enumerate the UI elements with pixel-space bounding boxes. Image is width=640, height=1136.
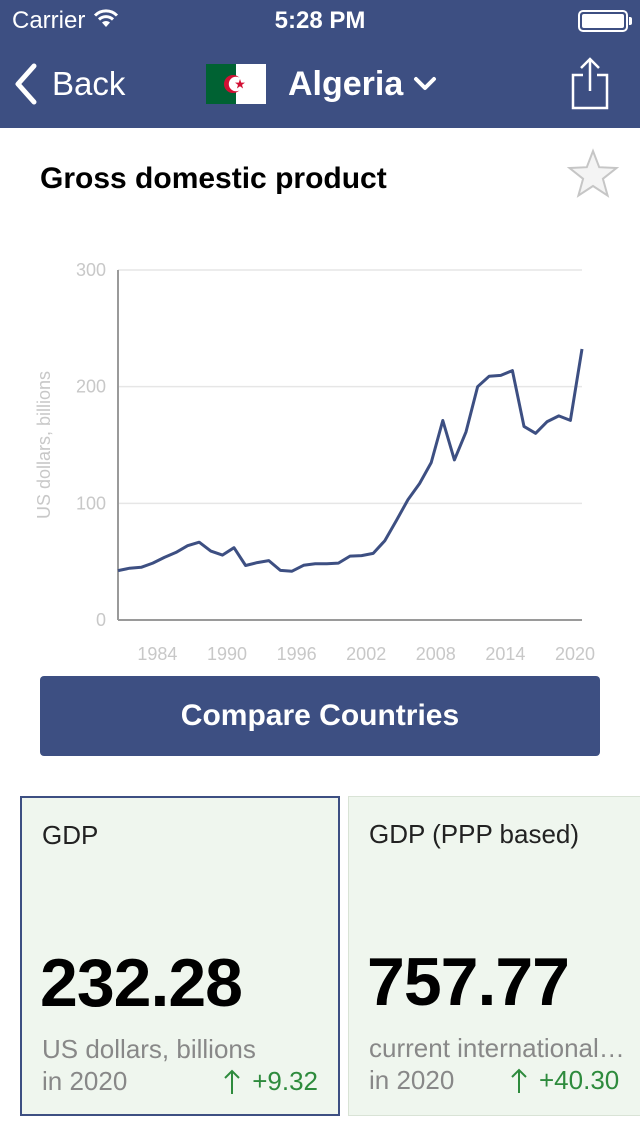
card-change: +9.32 [224, 1066, 318, 1097]
card-title: GDP (PPP based) [369, 819, 580, 849]
back-button[interactable]: Back [14, 62, 125, 106]
indicator-title: Gross domestic product [40, 162, 387, 195]
x-tick-label: 1984 [137, 644, 177, 664]
card-year: in 2020 [369, 1065, 455, 1095]
x-tick-label: 2020 [555, 644, 595, 664]
x-tick-label: 1996 [277, 644, 317, 664]
gdp-chart: 0 100 200 300 1984 1990 1996 2002 2008 2014 2020 U… [34, 260, 595, 664]
back-label: Back [52, 65, 126, 102]
card-change: +40.30 [511, 1065, 619, 1096]
share-icon [571, 57, 609, 110]
compare-countries-button[interactable]: Compare Countries [40, 676, 600, 756]
card-change-value: +40.30 [539, 1065, 620, 1095]
card-value: 757.77 [367, 944, 570, 1020]
x-tick-label: 2014 [485, 644, 525, 664]
y-axis-label: US dollars, billions [34, 371, 54, 519]
country-name: Algeria [288, 64, 404, 103]
favorite-button[interactable] [566, 148, 620, 205]
back-chevron-icon [15, 63, 37, 105]
card-value: 232.28 [40, 945, 243, 1021]
x-tick-label: 1990 [207, 644, 247, 664]
arrow-up-icon [511, 1068, 527, 1093]
battery-icon [578, 10, 632, 32]
y-tick-label: 100 [76, 493, 106, 513]
card-unit: current international… [369, 1033, 625, 1063]
x-tick-label: 2002 [346, 644, 386, 664]
y-tick-label: 300 [76, 260, 106, 280]
wifi-icon [93, 7, 119, 35]
card-year: in 2020 [42, 1066, 128, 1096]
carrier-label: Carrier [12, 7, 86, 34]
share-button[interactable] [570, 56, 610, 115]
y-tick-label: 200 [76, 377, 106, 397]
chevron-down-icon [414, 77, 437, 90]
gdp-ppp-card[interactable]: GDP (PPP based) 757.77 current internati… [348, 796, 640, 1116]
card-change-value: +9.32 [252, 1066, 318, 1096]
arrow-up-icon [224, 1069, 240, 1094]
status-bar: Carrier 5:28 PM [0, 0, 640, 40]
card-title: GDP [42, 820, 99, 850]
country-selector[interactable]: Algeria [206, 62, 437, 106]
carrier-info: Carrier [12, 7, 119, 35]
gdp-series-line [117, 348, 584, 573]
top-bar: Carrier 5:28 PM Back [0, 0, 640, 128]
status-time: 5:28 PM [274, 7, 366, 34]
star-icon [566, 148, 620, 198]
algeria-flag-icon [206, 64, 266, 104]
gdp-card[interactable]: GDP 232.28 US dollars, billions in 2020 … [20, 796, 340, 1116]
x-tick-label: 2008 [416, 644, 456, 664]
y-tick-label: 0 [96, 610, 106, 630]
navigation-bar: Back Algeria [0, 40, 640, 128]
card-unit: US dollars, billions [42, 1034, 256, 1064]
